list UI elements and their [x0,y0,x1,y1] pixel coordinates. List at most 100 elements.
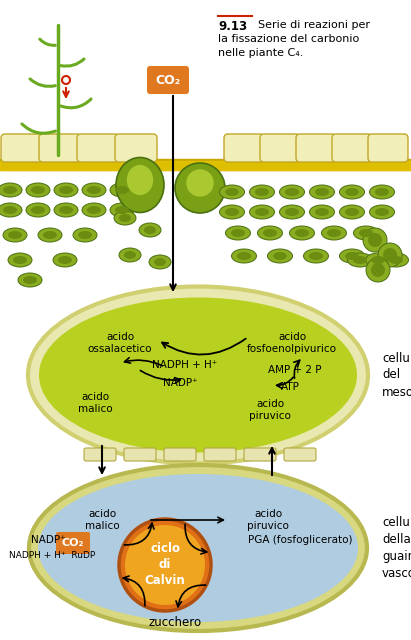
Ellipse shape [3,206,17,214]
Ellipse shape [73,228,97,242]
Ellipse shape [115,206,129,214]
Text: NADP⁺: NADP⁺ [31,535,65,545]
Text: NADP⁺: NADP⁺ [163,378,197,388]
Circle shape [371,263,385,277]
Ellipse shape [116,157,164,212]
Text: NADPH + H⁺  RuDP: NADPH + H⁺ RuDP [9,552,95,561]
Ellipse shape [327,229,341,237]
Bar [0,159,411,170]
Ellipse shape [285,208,299,216]
Ellipse shape [119,248,141,262]
FancyBboxPatch shape [84,448,116,461]
FancyBboxPatch shape [368,134,408,162]
Ellipse shape [115,186,129,194]
Bar [0,161,411,170]
Text: ATP: ATP [281,382,300,392]
Ellipse shape [365,253,390,267]
Ellipse shape [231,229,245,237]
FancyBboxPatch shape [332,134,372,162]
Text: NADPH + H⁺: NADPH + H⁺ [152,360,218,370]
Ellipse shape [279,205,305,219]
Ellipse shape [26,203,50,217]
Ellipse shape [279,185,305,199]
Ellipse shape [59,186,73,194]
Ellipse shape [82,203,106,217]
Circle shape [119,519,211,611]
Circle shape [363,228,387,252]
Ellipse shape [303,249,328,263]
Ellipse shape [186,169,214,196]
Text: nelle piante C₄.: nelle piante C₄. [218,48,303,58]
Ellipse shape [154,258,166,266]
Ellipse shape [255,208,269,216]
Text: 9.13: 9.13 [218,20,247,33]
Circle shape [368,233,382,247]
Circle shape [383,248,397,262]
Ellipse shape [87,206,101,214]
Text: acido
piruvico: acido piruvico [247,509,289,531]
Text: la fissazione del carbonio: la fissazione del carbonio [218,34,359,44]
Ellipse shape [389,256,403,264]
Circle shape [378,243,402,267]
FancyBboxPatch shape [260,134,300,162]
Ellipse shape [353,256,367,264]
Ellipse shape [375,208,389,216]
Ellipse shape [345,208,359,216]
Text: acido
piruvico: acido piruvico [249,399,291,421]
Ellipse shape [58,256,72,264]
Ellipse shape [82,183,106,197]
FancyBboxPatch shape [124,448,156,461]
Ellipse shape [369,185,395,199]
Text: CO₂: CO₂ [155,74,180,86]
Ellipse shape [219,205,245,219]
Ellipse shape [273,252,287,260]
Ellipse shape [31,186,45,194]
Text: zucchero: zucchero [148,616,201,630]
Circle shape [366,258,390,282]
Ellipse shape [315,188,329,196]
Ellipse shape [8,231,22,239]
Ellipse shape [249,185,275,199]
Ellipse shape [268,249,293,263]
Ellipse shape [295,229,309,237]
Ellipse shape [339,249,365,263]
Ellipse shape [0,183,22,197]
Ellipse shape [53,253,77,267]
Ellipse shape [263,229,277,237]
Text: acido
malico: acido malico [78,392,112,414]
Ellipse shape [23,276,37,284]
Ellipse shape [219,185,245,199]
Ellipse shape [285,188,299,196]
Ellipse shape [110,183,134,197]
FancyBboxPatch shape [224,134,264,162]
Ellipse shape [124,251,136,259]
FancyBboxPatch shape [39,134,81,162]
Ellipse shape [149,255,171,269]
Ellipse shape [139,223,161,237]
Circle shape [125,525,205,605]
Ellipse shape [339,185,365,199]
Text: cellula
della
guaina
vascolare: cellula della guaina vascolare [382,516,411,580]
Ellipse shape [255,188,269,196]
Ellipse shape [28,287,368,463]
Ellipse shape [18,273,42,287]
Ellipse shape [54,203,78,217]
Ellipse shape [231,249,256,263]
Ellipse shape [359,229,373,237]
Text: AMP + 2 P: AMP + 2 P [268,365,322,375]
Ellipse shape [0,203,22,217]
Ellipse shape [29,465,367,631]
FancyBboxPatch shape [296,134,336,162]
Ellipse shape [321,226,346,240]
FancyBboxPatch shape [164,448,196,461]
Ellipse shape [347,253,372,267]
Ellipse shape [375,188,389,196]
Ellipse shape [38,474,358,622]
Text: CO₂: CO₂ [62,538,84,548]
Ellipse shape [110,203,134,217]
Ellipse shape [249,205,275,219]
Ellipse shape [309,185,335,199]
Ellipse shape [8,253,32,267]
FancyBboxPatch shape [284,448,316,461]
Ellipse shape [225,208,239,216]
